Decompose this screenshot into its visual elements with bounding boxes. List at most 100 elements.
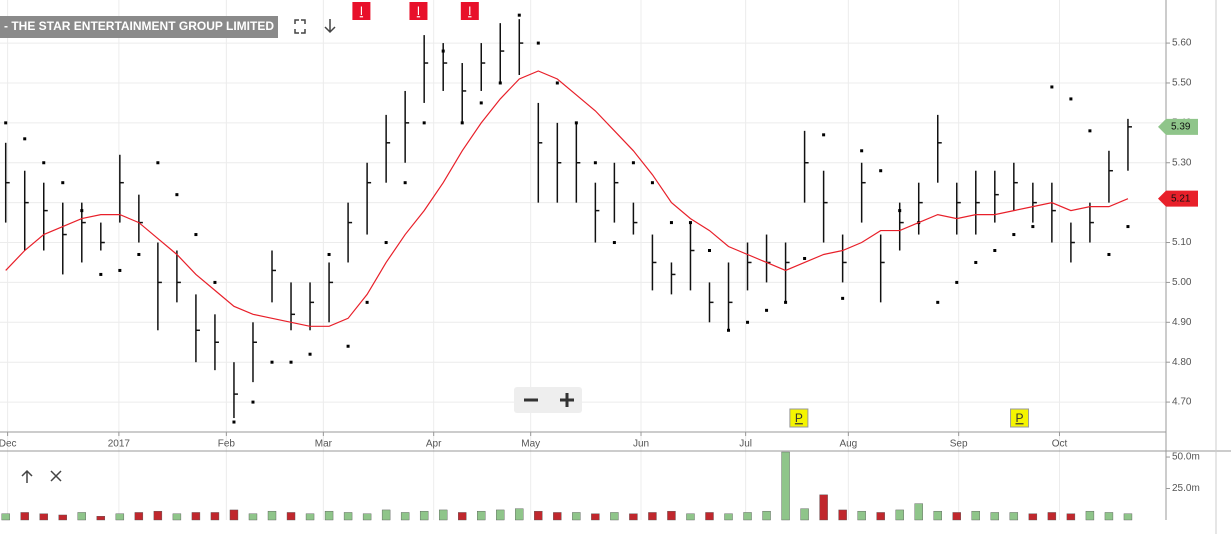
- volume-bar: [876, 512, 885, 521]
- price-tag-label: 5.39: [1171, 121, 1191, 132]
- sar-dot: [479, 101, 483, 105]
- sar-dot: [175, 193, 179, 197]
- volume-bar: [496, 509, 505, 521]
- volume-bar: [20, 512, 29, 521]
- x-tick-label: 2017: [108, 439, 131, 450]
- volume-bar: [838, 509, 847, 521]
- sar-dot: [441, 49, 445, 53]
- volume-bar: [400, 512, 410, 521]
- fullscreen-icon[interactable]: [294, 19, 306, 34]
- sar-dot: [194, 233, 198, 237]
- move-up[interactable]: [21, 469, 33, 483]
- event-marker[interactable]: [1010, 408, 1030, 428]
- sar-dot: [555, 81, 559, 85]
- y-tick-label: 5.00: [1172, 277, 1192, 288]
- close-panel[interactable]: [50, 470, 62, 482]
- sar-dot: [498, 81, 502, 85]
- moving-average: [5, 70, 1129, 327]
- price-tag: [1158, 118, 1198, 135]
- sar-dot: [974, 260, 978, 264]
- sar-dot: [1126, 225, 1130, 229]
- volume-bar: [952, 512, 961, 521]
- volume-bar: [705, 512, 714, 521]
- volume-bar: [781, 451, 790, 521]
- volume-bar: [362, 513, 372, 521]
- volume-bar: [210, 512, 220, 521]
- volume-bar: [248, 513, 258, 521]
- sar-dot: [898, 209, 902, 213]
- sar-dot: [118, 268, 122, 272]
- volume-bar: [819, 494, 828, 521]
- sar-dot: [650, 181, 654, 185]
- volume-bar: [515, 508, 524, 521]
- sar-dot: [765, 308, 769, 312]
- x-tick-label: Mar: [315, 439, 333, 450]
- toolbar[interactable]: [294, 19, 336, 34]
- volume-bar: [458, 512, 467, 521]
- volume-bar: [1, 513, 10, 521]
- sar-dot: [422, 121, 426, 125]
- volume-bar: [534, 510, 543, 521]
- sar-dot: [403, 181, 407, 185]
- sar-dot: [4, 121, 8, 125]
- sar-dot: [784, 300, 788, 304]
- event-label: I: [468, 4, 471, 18]
- sar-dot: [61, 181, 65, 185]
- sar-dot: [289, 360, 293, 364]
- y-tick-label: 50.0m: [1172, 452, 1200, 463]
- sar-dot: [517, 13, 521, 17]
- sar-dot: [1012, 233, 1016, 237]
- volume-bar: [1085, 510, 1095, 521]
- volume-bar: [1104, 512, 1114, 521]
- volume-bar: [172, 513, 182, 521]
- zoom-box: [514, 387, 582, 413]
- sar-dot: [879, 169, 883, 173]
- sar-dot: [1088, 129, 1092, 133]
- sar-dot: [1031, 225, 1035, 229]
- sar-dot: [1107, 252, 1111, 256]
- y-tick-label: 5.60: [1172, 38, 1192, 49]
- sar-dot: [1050, 85, 1054, 89]
- sar-dot: [137, 252, 141, 256]
- event-marker[interactable]: [352, 2, 371, 20]
- panel-controls[interactable]: [21, 469, 62, 483]
- volume-bar: [134, 512, 144, 521]
- event-marker[interactable]: [789, 408, 809, 428]
- sar-dot: [536, 41, 540, 45]
- volume-bar: [895, 509, 904, 521]
- volume-bar: [343, 512, 353, 521]
- volume-bar: [1028, 513, 1038, 521]
- sar-dot: [612, 241, 616, 245]
- volume-bar: [191, 512, 201, 521]
- sar-dot: [460, 121, 464, 125]
- zoom-controls[interactable]: [514, 387, 582, 413]
- sar-dot: [251, 400, 255, 404]
- sar-dot: [365, 300, 369, 304]
- title-box: [0, 16, 278, 38]
- volume-bar: [933, 510, 942, 521]
- volume-bar: [762, 510, 771, 521]
- volume-bar: [39, 513, 48, 521]
- volume-bar: [971, 510, 980, 521]
- x-tick-label: Oct: [1052, 439, 1068, 450]
- sar-dot: [384, 241, 388, 245]
- sar-dot: [993, 249, 997, 253]
- sar-dot: [593, 161, 597, 165]
- volume-bar: [648, 512, 657, 521]
- x-tick-label: Aug: [839, 439, 857, 450]
- sar-dot: [270, 360, 274, 364]
- y-tick-label: 25.0m: [1172, 483, 1200, 494]
- zoom-in[interactable]: [560, 393, 574, 407]
- volume-bar: [438, 509, 448, 521]
- sar-dot: [822, 133, 826, 137]
- event-label: I: [360, 4, 363, 18]
- event-label: P: [795, 411, 803, 425]
- event-marker[interactable]: [409, 2, 428, 20]
- event-marker[interactable]: [460, 2, 479, 20]
- sar-dot: [860, 149, 864, 153]
- x-tick-label: Feb: [218, 439, 236, 450]
- volume-bar: [115, 513, 125, 521]
- event-label: P: [1016, 411, 1024, 425]
- download-icon[interactable]: [324, 19, 336, 34]
